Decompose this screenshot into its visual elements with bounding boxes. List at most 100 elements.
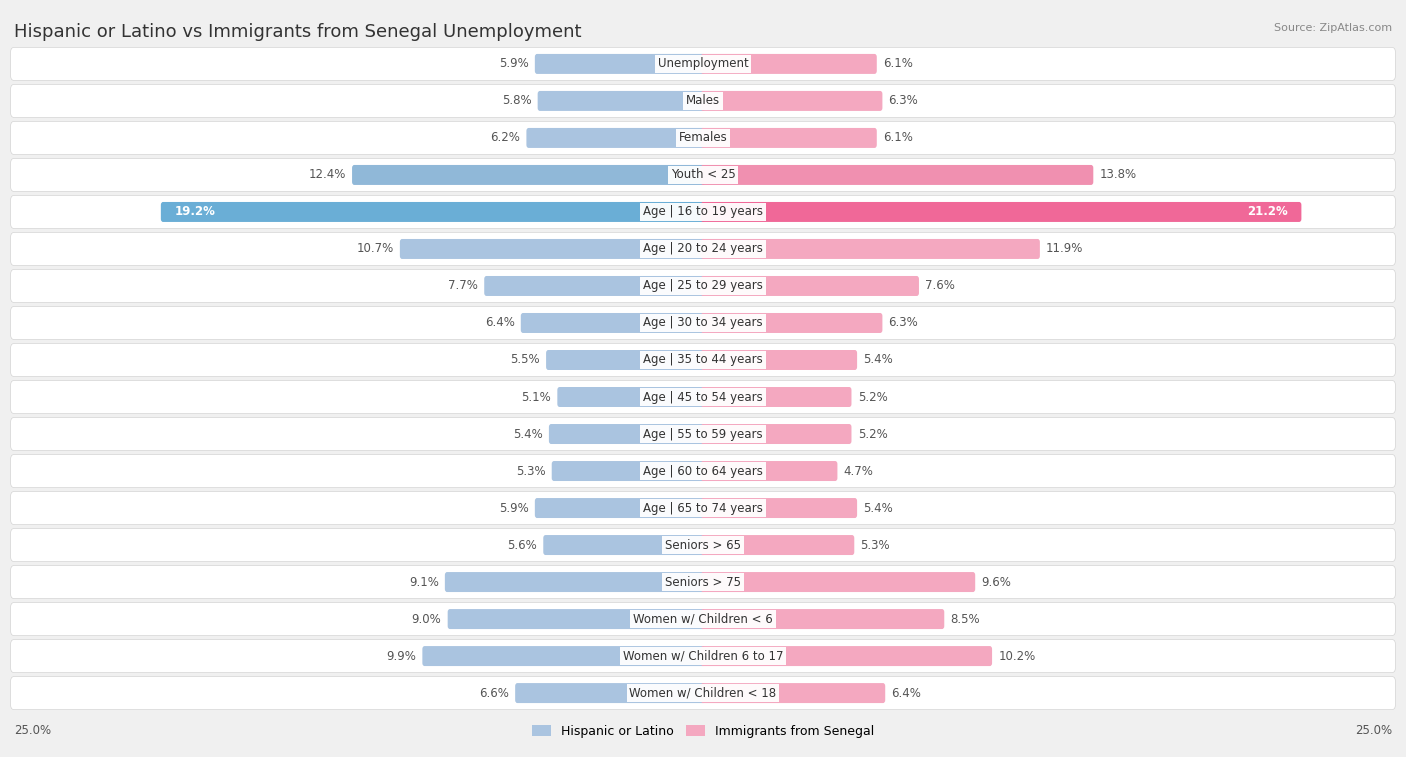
FancyBboxPatch shape bbox=[700, 387, 852, 407]
Text: 5.3%: 5.3% bbox=[516, 465, 546, 478]
FancyBboxPatch shape bbox=[543, 535, 706, 555]
FancyBboxPatch shape bbox=[537, 91, 706, 111]
FancyBboxPatch shape bbox=[11, 454, 1395, 488]
FancyBboxPatch shape bbox=[11, 640, 1395, 672]
Text: Seniors > 65: Seniors > 65 bbox=[665, 538, 741, 552]
FancyBboxPatch shape bbox=[700, 609, 945, 629]
FancyBboxPatch shape bbox=[515, 683, 706, 703]
Text: Women w/ Children < 18: Women w/ Children < 18 bbox=[630, 687, 776, 699]
Text: 13.8%: 13.8% bbox=[1099, 169, 1136, 182]
FancyBboxPatch shape bbox=[484, 276, 706, 296]
Text: 21.2%: 21.2% bbox=[1247, 205, 1288, 219]
FancyBboxPatch shape bbox=[700, 91, 883, 111]
Text: Age | 60 to 64 years: Age | 60 to 64 years bbox=[643, 465, 763, 478]
FancyBboxPatch shape bbox=[700, 424, 852, 444]
Text: 9.9%: 9.9% bbox=[387, 650, 416, 662]
FancyBboxPatch shape bbox=[548, 424, 706, 444]
Text: 25.0%: 25.0% bbox=[1355, 724, 1392, 737]
Text: 10.7%: 10.7% bbox=[357, 242, 394, 255]
FancyBboxPatch shape bbox=[520, 313, 706, 333]
FancyBboxPatch shape bbox=[11, 48, 1395, 80]
FancyBboxPatch shape bbox=[700, 535, 855, 555]
Text: Women w/ Children < 6: Women w/ Children < 6 bbox=[633, 612, 773, 625]
Text: Unemployment: Unemployment bbox=[658, 58, 748, 70]
Text: 7.7%: 7.7% bbox=[449, 279, 478, 292]
Text: 5.1%: 5.1% bbox=[522, 391, 551, 403]
FancyBboxPatch shape bbox=[546, 350, 706, 370]
Text: 5.4%: 5.4% bbox=[513, 428, 543, 441]
FancyBboxPatch shape bbox=[551, 461, 706, 481]
Text: 5.8%: 5.8% bbox=[502, 95, 531, 107]
Text: 25.0%: 25.0% bbox=[14, 724, 51, 737]
FancyBboxPatch shape bbox=[11, 381, 1395, 413]
FancyBboxPatch shape bbox=[700, 646, 993, 666]
FancyBboxPatch shape bbox=[11, 344, 1395, 376]
FancyBboxPatch shape bbox=[399, 239, 706, 259]
Text: 6.6%: 6.6% bbox=[479, 687, 509, 699]
FancyBboxPatch shape bbox=[352, 165, 706, 185]
Text: 12.4%: 12.4% bbox=[308, 169, 346, 182]
Text: 19.2%: 19.2% bbox=[174, 205, 215, 219]
FancyBboxPatch shape bbox=[11, 195, 1395, 229]
Text: 6.4%: 6.4% bbox=[891, 687, 921, 699]
FancyBboxPatch shape bbox=[11, 418, 1395, 450]
FancyBboxPatch shape bbox=[444, 572, 706, 592]
FancyBboxPatch shape bbox=[700, 128, 877, 148]
FancyBboxPatch shape bbox=[700, 461, 838, 481]
FancyBboxPatch shape bbox=[11, 158, 1395, 192]
Text: 9.1%: 9.1% bbox=[409, 575, 439, 588]
Text: Age | 65 to 74 years: Age | 65 to 74 years bbox=[643, 502, 763, 515]
FancyBboxPatch shape bbox=[11, 269, 1395, 303]
FancyBboxPatch shape bbox=[700, 313, 883, 333]
Text: 10.2%: 10.2% bbox=[998, 650, 1035, 662]
Text: Women w/ Children 6 to 17: Women w/ Children 6 to 17 bbox=[623, 650, 783, 662]
FancyBboxPatch shape bbox=[11, 85, 1395, 117]
Text: Age | 30 to 34 years: Age | 30 to 34 years bbox=[643, 316, 763, 329]
Text: 9.6%: 9.6% bbox=[981, 575, 1011, 588]
FancyBboxPatch shape bbox=[11, 121, 1395, 154]
FancyBboxPatch shape bbox=[700, 683, 886, 703]
FancyBboxPatch shape bbox=[11, 677, 1395, 709]
Text: 9.0%: 9.0% bbox=[412, 612, 441, 625]
Text: 6.2%: 6.2% bbox=[491, 132, 520, 145]
Text: 6.1%: 6.1% bbox=[883, 58, 912, 70]
FancyBboxPatch shape bbox=[447, 609, 706, 629]
Text: 8.5%: 8.5% bbox=[950, 612, 980, 625]
FancyBboxPatch shape bbox=[160, 202, 706, 222]
Text: 6.3%: 6.3% bbox=[889, 316, 918, 329]
FancyBboxPatch shape bbox=[700, 276, 920, 296]
Text: 7.6%: 7.6% bbox=[925, 279, 955, 292]
FancyBboxPatch shape bbox=[422, 646, 706, 666]
FancyBboxPatch shape bbox=[11, 528, 1395, 562]
Text: Age | 16 to 19 years: Age | 16 to 19 years bbox=[643, 205, 763, 219]
Text: Age | 35 to 44 years: Age | 35 to 44 years bbox=[643, 354, 763, 366]
FancyBboxPatch shape bbox=[700, 202, 1302, 222]
FancyBboxPatch shape bbox=[534, 498, 706, 518]
FancyBboxPatch shape bbox=[534, 54, 706, 74]
Text: 5.5%: 5.5% bbox=[510, 354, 540, 366]
FancyBboxPatch shape bbox=[700, 572, 976, 592]
Text: Hispanic or Latino vs Immigrants from Senegal Unemployment: Hispanic or Latino vs Immigrants from Se… bbox=[14, 23, 582, 41]
Text: Age | 45 to 54 years: Age | 45 to 54 years bbox=[643, 391, 763, 403]
Text: 5.6%: 5.6% bbox=[508, 538, 537, 552]
Text: Seniors > 75: Seniors > 75 bbox=[665, 575, 741, 588]
FancyBboxPatch shape bbox=[11, 565, 1395, 599]
FancyBboxPatch shape bbox=[700, 54, 877, 74]
Text: 11.9%: 11.9% bbox=[1046, 242, 1084, 255]
FancyBboxPatch shape bbox=[526, 128, 706, 148]
FancyBboxPatch shape bbox=[700, 165, 1094, 185]
FancyBboxPatch shape bbox=[700, 239, 1040, 259]
FancyBboxPatch shape bbox=[11, 603, 1395, 636]
Text: 6.4%: 6.4% bbox=[485, 316, 515, 329]
Text: Source: ZipAtlas.com: Source: ZipAtlas.com bbox=[1274, 23, 1392, 33]
Text: 5.9%: 5.9% bbox=[499, 502, 529, 515]
Text: 5.4%: 5.4% bbox=[863, 502, 893, 515]
Text: 6.1%: 6.1% bbox=[883, 132, 912, 145]
Text: Youth < 25: Youth < 25 bbox=[671, 169, 735, 182]
Text: 6.3%: 6.3% bbox=[889, 95, 918, 107]
FancyBboxPatch shape bbox=[11, 491, 1395, 525]
Text: Age | 55 to 59 years: Age | 55 to 59 years bbox=[643, 428, 763, 441]
FancyBboxPatch shape bbox=[557, 387, 706, 407]
Text: 5.2%: 5.2% bbox=[858, 428, 887, 441]
FancyBboxPatch shape bbox=[11, 232, 1395, 266]
